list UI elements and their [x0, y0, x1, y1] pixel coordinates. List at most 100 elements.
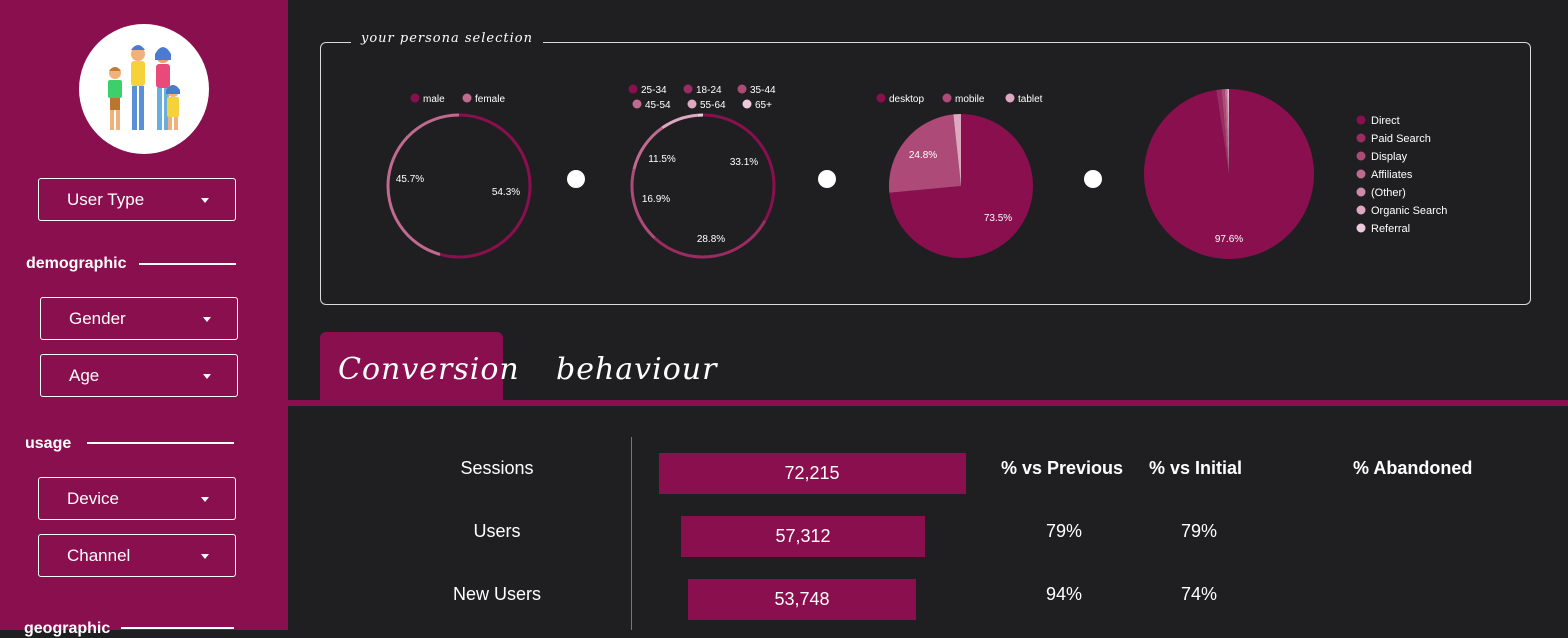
slice-label: 28.8% [697, 234, 725, 245]
caret-down-icon [203, 374, 211, 379]
section-usage: usage [25, 435, 71, 453]
slice-label: 24.8% [909, 150, 937, 161]
persona-selection-panel: your persona selection male female 25-34… [320, 42, 1531, 305]
slice-label: 16.9% [642, 194, 670, 205]
legend-item: Direct [1371, 115, 1400, 127]
section-demographic: demographic [26, 255, 126, 273]
slice-label: 54.3% [492, 187, 520, 198]
gender-label: Gender [69, 309, 126, 329]
legend-item: Referral [1371, 223, 1410, 235]
legend-item: tablet [1018, 94, 1043, 105]
slice-label: 33.1% [730, 157, 758, 168]
device-dropdown[interactable]: Device [38, 477, 236, 520]
channel-label: Channel [67, 546, 130, 566]
caret-down-icon [201, 198, 209, 203]
sidebar: User Type demographic Gender Age usage D… [0, 0, 288, 630]
section-divider [139, 263, 236, 265]
legend-swatch [743, 100, 752, 109]
legend-item: Affiliates [1371, 169, 1413, 181]
slice-label: 45.7% [396, 174, 424, 185]
funnel-bar-value: 72,215 [659, 453, 966, 494]
legend-item: 18-24 [696, 85, 722, 96]
legend-swatch [463, 94, 472, 103]
device-label: Device [67, 489, 119, 509]
user-type-dropdown[interactable]: User Type [38, 178, 236, 221]
legend-swatch [1006, 94, 1015, 103]
tab-underline [288, 400, 1568, 406]
tab-conversion-label: Conversion [338, 352, 520, 387]
dot-icon [818, 170, 836, 188]
gender-legend: male female [411, 94, 506, 106]
cell-vs-previous: 94% [1004, 584, 1124, 605]
age-dropdown[interactable]: Age [40, 354, 238, 397]
legend-item: female [475, 94, 505, 105]
funnel-divider [631, 437, 632, 630]
legend-swatch [1357, 206, 1366, 215]
section-geographic: geographic [24, 620, 110, 638]
funnel-bar-value: 53,748 [688, 579, 916, 620]
legend-swatch [1357, 170, 1366, 179]
header-vs-initial: % vs Initial [1149, 458, 1242, 479]
legend-swatch [943, 94, 952, 103]
metric-label-new-users: New Users [397, 584, 597, 605]
caret-down-icon [201, 554, 209, 559]
tab-behaviour[interactable]: behaviour [546, 332, 726, 402]
gender-dropdown[interactable]: Gender [40, 297, 238, 340]
persona-charts: male female 25-34 18-24 35-44 45-54 55-6… [321, 43, 1530, 304]
legend-item: 45-54 [645, 100, 671, 111]
legend-item: Display [1371, 151, 1408, 163]
caret-down-icon [201, 497, 209, 502]
funnel-bar-value: 57,312 [681, 516, 925, 557]
slice-label: 11.5% [648, 154, 676, 165]
user-type-label: User Type [67, 190, 144, 210]
legend-swatch [1357, 152, 1366, 161]
legend-swatch [1357, 116, 1366, 125]
legend-swatch [1357, 188, 1366, 197]
metric-label-sessions: Sessions [397, 458, 597, 479]
legend-swatch [1357, 134, 1366, 143]
header-vs-previous: % vs Previous [1001, 458, 1123, 479]
legend-item: 25-34 [641, 85, 667, 96]
gender-donut-chart [388, 115, 530, 257]
pie-slice [440, 115, 530, 257]
legend-swatch [633, 100, 642, 109]
slice-label: 73.5% [984, 213, 1012, 224]
legend-swatch [688, 100, 697, 109]
channel-legend: Direct Paid Search Display Affiliates (O… [1357, 115, 1448, 235]
cell-vs-initial: 79% [1139, 521, 1259, 542]
dot-icon [567, 170, 585, 188]
channel-dropdown[interactable]: Channel [38, 534, 236, 577]
legend-item: desktop [889, 94, 924, 105]
legend-item: Organic Search [1371, 205, 1447, 217]
family-icon [79, 24, 209, 154]
dot-icon [1084, 170, 1102, 188]
pie-slice [662, 115, 697, 128]
funnel-bar: 72,215 [659, 453, 966, 494]
legend-swatch [411, 94, 420, 103]
legend-swatch [877, 94, 886, 103]
legend-item: 35-44 [750, 85, 776, 96]
tab-behaviour-label: behaviour [556, 352, 717, 387]
legend-swatch [629, 85, 638, 94]
slice-label: 97.6% [1215, 234, 1243, 245]
legend-swatch [1357, 224, 1366, 233]
legend-item: male [423, 94, 445, 105]
age-legend: 25-34 18-24 35-44 45-54 55-64 65+ [629, 85, 777, 112]
metric-label-users: Users [397, 521, 597, 542]
header-abandoned: % Abandoned [1353, 458, 1472, 479]
tab-conversion[interactable]: Conversion [320, 332, 503, 402]
age-label: Age [69, 366, 99, 386]
main-panel: your persona selection male female 25-34… [288, 0, 1568, 630]
cell-vs-previous: 79% [1004, 521, 1124, 542]
funnel-bar: 53,748 [688, 579, 916, 620]
cell-vs-initial: 74% [1139, 584, 1259, 605]
section-divider [87, 442, 234, 444]
legend-item: (Other) [1371, 187, 1406, 199]
funnel-bar: 57,312 [681, 516, 925, 557]
legend-item: 65+ [755, 100, 772, 111]
legend-item: Paid Search [1371, 133, 1431, 145]
legend-item: 55-64 [700, 100, 726, 111]
device-legend: desktop mobile tablet [877, 94, 1043, 106]
caret-down-icon [203, 317, 211, 322]
legend-swatch [738, 85, 747, 94]
